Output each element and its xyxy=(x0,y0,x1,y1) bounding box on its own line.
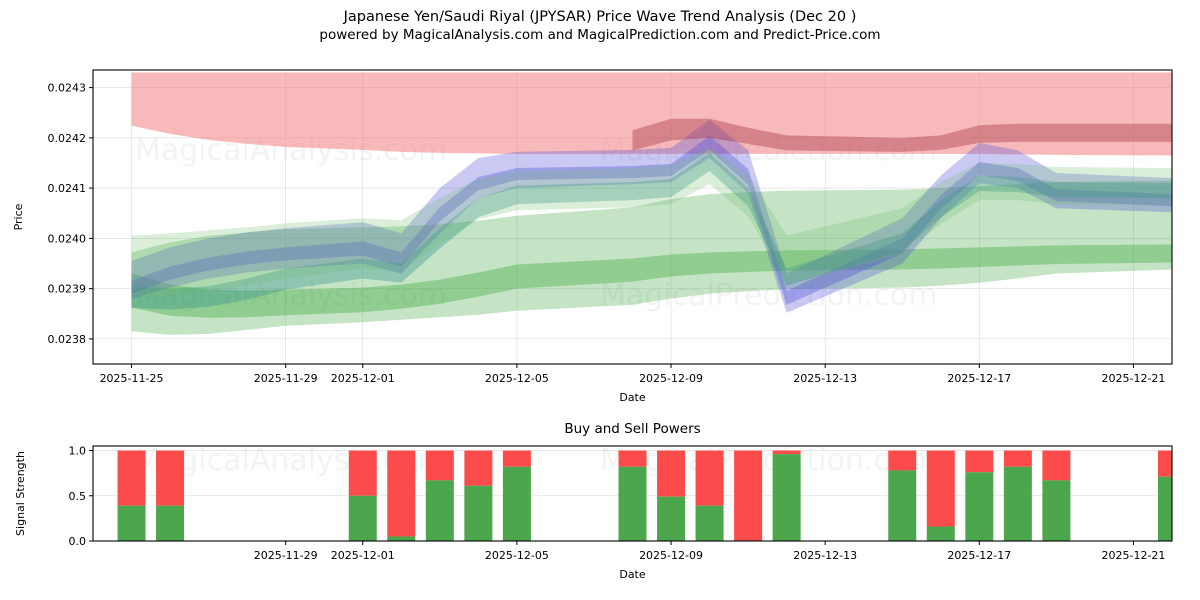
sell-power-bar[interactable] xyxy=(464,450,493,486)
band-mid-trend-green xyxy=(131,244,1172,318)
sell-power-bar[interactable] xyxy=(888,450,917,471)
buy-power-bar[interactable] xyxy=(888,470,917,541)
watermark-text: MagicalPrediction.com xyxy=(600,278,938,313)
price-plot-frame xyxy=(92,69,1173,365)
xtick-label: 2025-12-09 xyxy=(639,549,703,562)
sell-power-bar[interactable] xyxy=(965,450,994,473)
buy-power-bar[interactable] xyxy=(926,526,955,541)
xtick-label: 2025-11-29 xyxy=(254,549,318,562)
sell-power-bar[interactable] xyxy=(1158,450,1186,477)
sell-power-bar[interactable] xyxy=(117,450,146,506)
band-dark-red-forecast xyxy=(632,118,1172,152)
band-light-upper-green xyxy=(131,147,1172,297)
bar-y-axis-label: Signal Strength xyxy=(14,451,27,536)
price-y-axis-label: Price xyxy=(12,203,25,230)
sell-power-bar[interactable] xyxy=(1003,450,1032,467)
ytick-label: 0.0240 xyxy=(48,232,87,245)
band-rising-wave-blue xyxy=(131,119,1172,313)
buy-power-bar[interactable] xyxy=(387,536,416,541)
sell-power-bar[interactable] xyxy=(695,450,724,506)
buy-sell-powers-chart: MagicalAnalysis.comMagicalPrediction.com… xyxy=(14,421,1186,581)
ytick-label: 0.0241 xyxy=(48,182,87,195)
xtick-label: 2025-11-25 xyxy=(100,372,164,385)
band-upper-resistance-red xyxy=(131,72,1172,156)
signal-bars xyxy=(117,450,1186,541)
buy-power-bar[interactable] xyxy=(464,485,493,541)
buy-power-bar[interactable] xyxy=(965,472,994,541)
ytick-label: 0.0243 xyxy=(48,82,87,95)
ytick-label: 0.0238 xyxy=(48,333,87,346)
price-wave-chart: MagicalAnalysis.com MagicalPrediction.com… xyxy=(12,69,1173,404)
ytick-label: 0.0239 xyxy=(48,283,87,296)
sell-power-bar[interactable] xyxy=(1042,450,1071,481)
xtick-label: 2025-12-17 xyxy=(947,372,1011,385)
buy-power-bar[interactable] xyxy=(348,495,377,541)
buy-power-bar[interactable] xyxy=(1158,476,1186,541)
sell-power-bar[interactable] xyxy=(618,450,647,467)
xtick-label: 2025-12-05 xyxy=(485,549,549,562)
page-title: Japanese Yen/Saudi Riyal (JPYSAR) Price … xyxy=(343,9,857,25)
xtick-label: 2025-12-21 xyxy=(1101,549,1165,562)
xtick-label: 2025-12-21 xyxy=(1101,372,1165,385)
buy-power-bar[interactable] xyxy=(117,505,146,541)
title-block: Japanese Yen/Saudi Riyal (JPYSAR) Price … xyxy=(0,8,1200,43)
ytick-label: 0.5 xyxy=(69,490,87,503)
sell-power-bar[interactable] xyxy=(502,450,531,467)
page-subtitle: powered by MagicalAnalysis.com and Magic… xyxy=(319,27,881,43)
sell-power-bar[interactable] xyxy=(348,450,377,496)
sell-power-bar[interactable] xyxy=(926,450,955,527)
buy-power-bar[interactable] xyxy=(156,505,185,541)
xtick-label: 2025-12-13 xyxy=(793,549,857,562)
xtick-label: 2025-12-17 xyxy=(947,549,1011,562)
buy-power-bar[interactable] xyxy=(772,454,801,541)
sell-power-bar[interactable] xyxy=(156,450,185,506)
xtick-label: 2025-12-01 xyxy=(331,549,395,562)
price-x-axis-label: Date xyxy=(619,391,646,404)
buy-power-bar[interactable] xyxy=(1003,466,1032,541)
buy-power-bar[interactable] xyxy=(695,505,724,541)
sell-power-bar[interactable] xyxy=(387,450,416,537)
price-bands xyxy=(131,72,1172,335)
xtick-label: 2025-12-09 xyxy=(639,372,703,385)
buy-power-bar[interactable] xyxy=(502,466,531,541)
ytick-label: 0.0242 xyxy=(48,132,87,145)
ytick-label: 0.0 xyxy=(69,535,87,548)
bar-chart-title: Buy and Sell Powers xyxy=(564,421,700,437)
sell-power-bar[interactable] xyxy=(734,450,763,541)
sell-power-bar[interactable] xyxy=(772,450,801,455)
xtick-label: 2025-12-13 xyxy=(793,372,857,385)
sell-power-bar[interactable] xyxy=(657,450,686,497)
ytick-label: 1.0 xyxy=(69,445,87,458)
xtick-label: 2025-12-05 xyxy=(485,372,549,385)
bar-x-axis-label: Date xyxy=(619,568,646,581)
band-wide-support-green xyxy=(131,180,1172,335)
buy-power-bar[interactable] xyxy=(618,466,647,541)
buy-power-bar[interactable] xyxy=(657,496,686,541)
xtick-label: 2025-11-29 xyxy=(254,372,318,385)
watermark-text: MagicalPrediction.com xyxy=(600,443,938,478)
sell-power-bar[interactable] xyxy=(425,450,454,481)
band-inner-wave-blue xyxy=(131,135,1172,305)
band-teal-overlap-green xyxy=(131,152,1172,310)
watermark-text: MagicalAnalysis.com xyxy=(135,278,447,313)
bar-plot-frame xyxy=(92,445,1173,542)
buy-power-bar[interactable] xyxy=(425,480,454,541)
xtick-label: 2025-12-01 xyxy=(331,372,395,385)
buy-power-bar[interactable] xyxy=(1042,480,1071,541)
